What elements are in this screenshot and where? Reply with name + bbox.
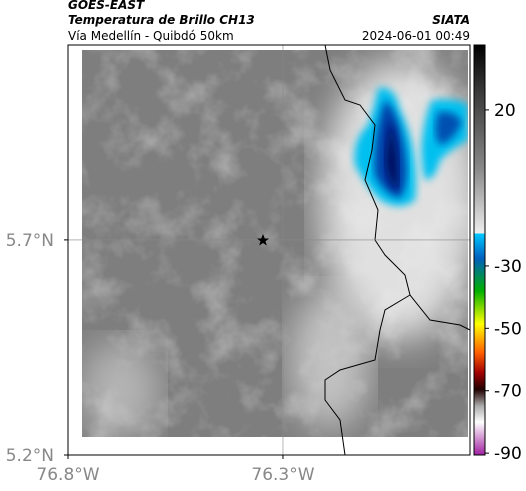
colorbar-tick-label: -70 [494, 382, 522, 402]
y-tick-label: 5.2°N [6, 446, 54, 466]
borders [324, 44, 471, 456]
product: Temperatura de Brillo CH13 [68, 13, 255, 27]
datetime: 2024-06-01 00:49 [362, 29, 470, 43]
map-frame [67, 44, 471, 456]
agency: SIATA [432, 13, 470, 27]
x-tick-label: 76.3°W [251, 465, 314, 485]
x-tick-label: 76.8°W [36, 465, 99, 485]
satellite-image [82, 50, 468, 437]
colorbar-tick-label: -50 [494, 319, 522, 339]
colorbar-tick-label: 20 [494, 101, 516, 121]
region: Vía Medellín - Quibdó 50km [68, 29, 234, 43]
colorbar [473, 44, 486, 456]
colorbar-tick-label: -30 [494, 257, 522, 277]
y-tick-label: 5.7°N [6, 231, 54, 251]
satellite: GOES-EAST [68, 0, 145, 12]
location-marker [257, 234, 269, 246]
colorbar-tick-label: -90 [494, 444, 522, 464]
